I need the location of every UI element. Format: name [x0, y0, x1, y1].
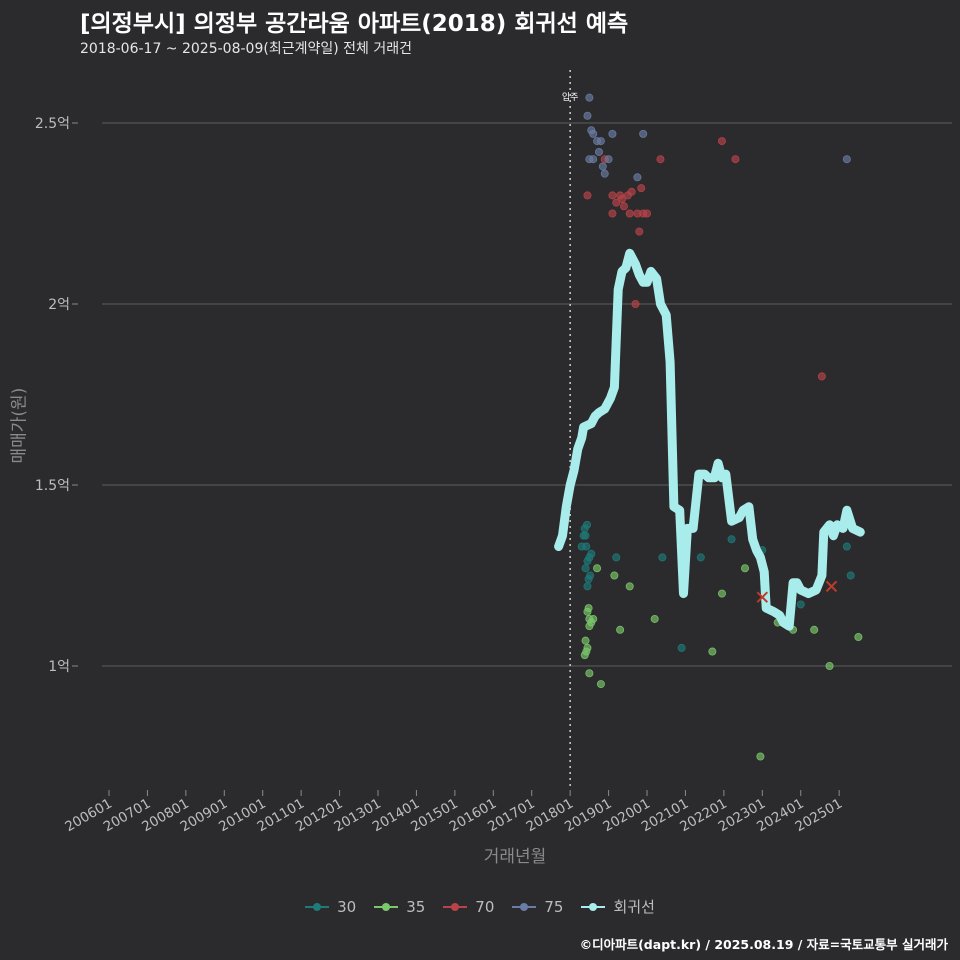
scatter-point-30 [577, 542, 586, 551]
scatter-point-75 [598, 162, 607, 171]
scatter-point-30 [587, 549, 596, 558]
legend-label-35: 35 [406, 897, 426, 916]
scatter-point-35 [596, 680, 605, 689]
legend-key-70 [443, 901, 468, 913]
legend-label-75: 75 [544, 897, 564, 916]
scatter-point-70 [643, 209, 652, 218]
scatter-point-30 [846, 571, 855, 580]
scatter-point-70 [656, 155, 665, 164]
scatter-point-70 [608, 191, 617, 200]
scatter-point-75 [594, 147, 603, 156]
source-credit: ©디아파트(dapt.kr) / 2025.08.19 / 자료=국토교통부 실… [579, 937, 948, 952]
scatter-point-30 [612, 553, 621, 562]
x-axis-label: 거래년월 [483, 847, 547, 867]
scatter-point-70 [619, 202, 628, 211]
chart-subtitle: 2018-06-17 ~ 2025-08-09(최근계약일) 전체 거래건 [80, 41, 412, 57]
scatter-point-70 [618, 195, 627, 204]
scatter-point-30 [583, 582, 592, 591]
scatter-point-75 [600, 169, 609, 178]
scatter-point-70 [608, 209, 617, 218]
legend-label-70: 70 [475, 897, 495, 916]
scatter-point-35 [580, 651, 589, 660]
scatter-point-70 [583, 191, 592, 200]
scatter-point-35 [616, 625, 625, 634]
scatter-point-35 [825, 662, 834, 671]
scatter-point-35 [650, 614, 659, 623]
legend-item-75: 75 [512, 896, 563, 917]
regression-line [554, 248, 865, 631]
scatter-point-75 [639, 129, 648, 138]
scatter-point-70 [637, 184, 646, 193]
scatter-point-75 [589, 129, 598, 138]
scatter-point-70 [731, 155, 740, 164]
legend-label-30: 30 [337, 897, 357, 916]
scatter-point-75 [583, 111, 592, 120]
scatter-point-70 [631, 299, 640, 308]
scatter-point-30 [696, 553, 705, 562]
scatter-point-35 [708, 647, 717, 656]
scatter-point-35 [589, 614, 598, 623]
scatter-point-75 [585, 155, 594, 164]
scatter-point-70 [627, 187, 636, 196]
scatter-point-75 [596, 137, 605, 146]
scatter-point-35 [585, 669, 594, 678]
scatter-point-70 [625, 209, 634, 218]
scatter-point-35 [625, 582, 634, 591]
scatter-point-75 [842, 155, 851, 164]
y-axis-label: 매매가(원) [9, 387, 30, 464]
chart-title: [의정부시] 의정부 공간라움 아파트(2018) 회귀선 예측 [80, 11, 629, 37]
scatter-point-70 [717, 137, 726, 146]
scatter-point-75 [604, 155, 613, 164]
scatter-point-30 [583, 520, 592, 529]
scatter-point-30 [796, 600, 805, 609]
scatter-point-30 [677, 643, 686, 652]
scatter-point-75 [633, 173, 642, 182]
scatter-point-75 [585, 93, 594, 102]
move-in-label: 입주 [562, 91, 579, 103]
legend-item-30: 30 [305, 896, 356, 917]
cross-marker [825, 580, 838, 593]
scatter-point-70 [612, 198, 621, 207]
legend-item-70: 70 [443, 896, 494, 917]
cross-marker [756, 591, 769, 603]
scatter-point-35 [584, 604, 593, 613]
legend-key-regression [581, 901, 606, 913]
scatter-point-35 [610, 571, 619, 580]
y-tick-label: 2.5억 [35, 116, 70, 132]
scatter-point-35 [756, 752, 765, 761]
scatter-point-30 [727, 535, 736, 544]
scatter-point-30 [581, 531, 590, 540]
scatter-point-30 [658, 553, 667, 562]
legend-key-35 [374, 901, 399, 913]
scatter-point-35 [585, 622, 594, 631]
legend-label-regression: 회귀선 [613, 898, 655, 916]
scatter-point-35 [593, 564, 602, 573]
scatter-point-35 [810, 625, 819, 634]
scatter-point-30 [581, 564, 590, 573]
legend-key-75 [512, 901, 537, 913]
legend-key-30 [305, 901, 330, 913]
y-tick-label: 1.5억 [35, 478, 70, 494]
legend-item-regression: 회귀선 [581, 896, 655, 917]
scatter-point-35 [581, 636, 590, 645]
scatter-point-35 [717, 589, 726, 598]
scatter-point-35 [854, 633, 863, 642]
legend-item-35: 35 [374, 896, 425, 917]
scatter-point-35 [741, 564, 750, 573]
scatter-point-35 [583, 643, 592, 652]
scatter-point-70 [817, 372, 826, 381]
legend: 30 35 70 75 회귀선 [0, 896, 960, 917]
scatter-point-30 [842, 542, 851, 551]
scatter-point-70 [635, 227, 644, 236]
scatter-point-30 [586, 571, 595, 580]
scatter-point-75 [608, 129, 617, 138]
y-tick-label: 2억 [48, 297, 70, 313]
y-tick-label: 1억 [48, 659, 70, 675]
